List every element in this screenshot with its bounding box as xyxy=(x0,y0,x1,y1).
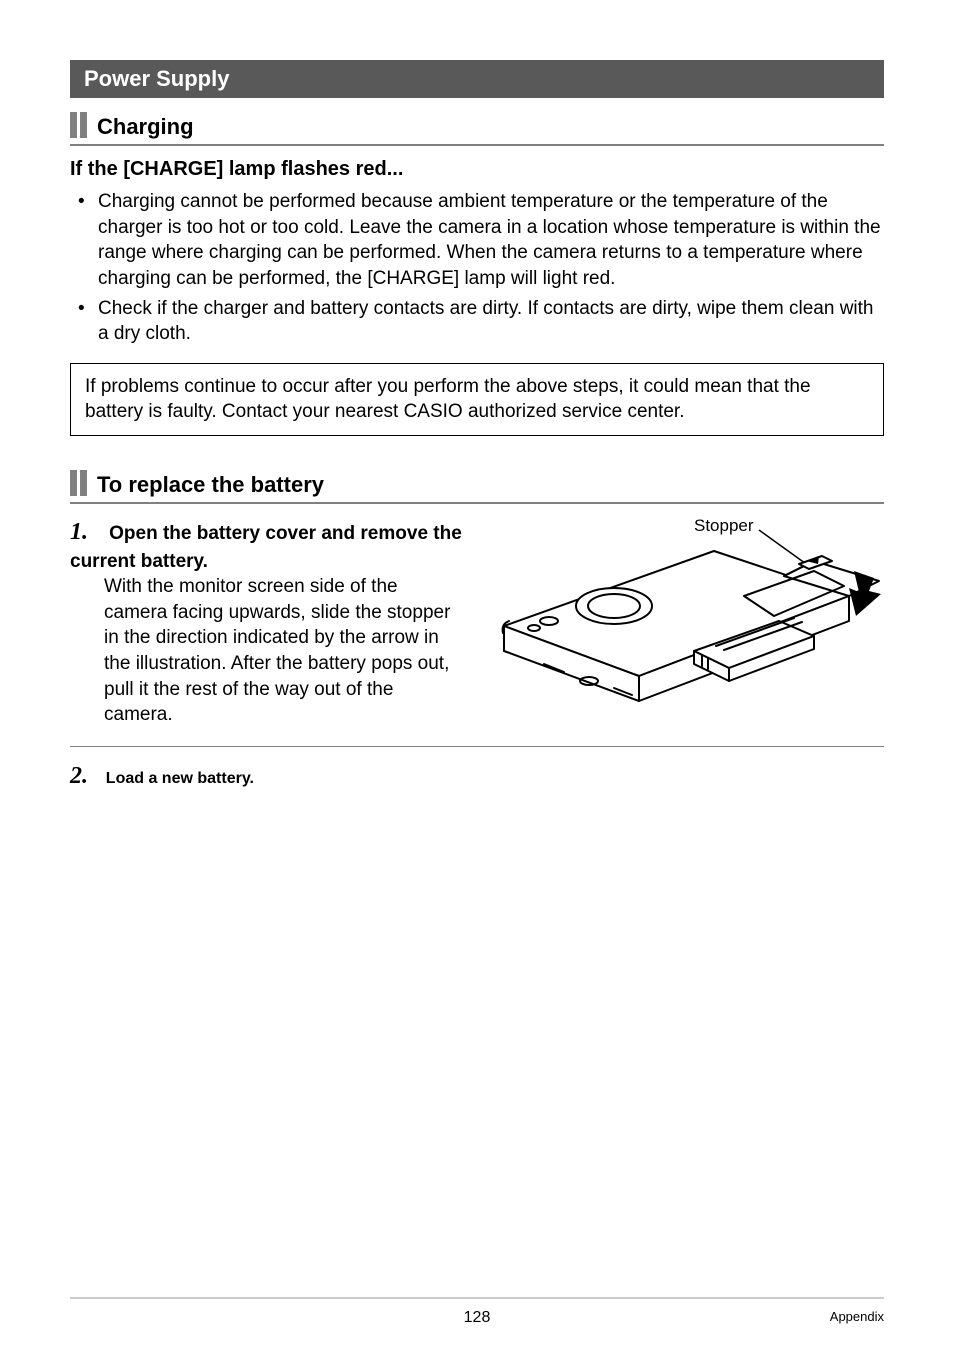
camera-line-art-icon xyxy=(484,516,884,716)
subheading-marker-icon xyxy=(70,470,87,498)
camera-illustration: Stopper xyxy=(484,516,884,728)
list-item: Check if the charger and battery contact… xyxy=(70,296,884,347)
note-box: If problems continue to occur after you … xyxy=(70,363,884,436)
subheading-charging: Charging xyxy=(70,112,884,146)
subheading-replace: To replace the battery xyxy=(70,470,884,504)
section-title-bar: Power Supply xyxy=(70,60,884,98)
step-number: 2. xyxy=(70,763,88,789)
list-item: Charging cannot be performed because amb… xyxy=(70,189,884,292)
stopper-callout-label: Stopper xyxy=(694,516,754,536)
step-2: 2. Load a new battery. xyxy=(70,763,884,790)
subheading-marker-icon xyxy=(70,112,87,140)
page-footer: 128 Appendix xyxy=(70,1297,884,1327)
step-body: With the monitor screen side of the came… xyxy=(70,574,464,728)
minor-heading: If the [CHARGE] lamp flashes red... xyxy=(70,158,884,181)
footer-section-label: Appendix xyxy=(830,1309,884,1324)
step-title: Open the battery cover and remove the cu… xyxy=(70,523,462,571)
page-number: 128 xyxy=(464,1309,491,1327)
bullet-list: Charging cannot be performed because amb… xyxy=(70,189,884,347)
step-title: Load a new battery. xyxy=(106,770,254,787)
subheading-text: To replace the battery xyxy=(97,470,324,498)
subheading-text: Charging xyxy=(97,112,194,140)
step-number: 1. xyxy=(70,519,88,545)
step-1: 1. Open the battery cover and remove the… xyxy=(70,516,884,747)
